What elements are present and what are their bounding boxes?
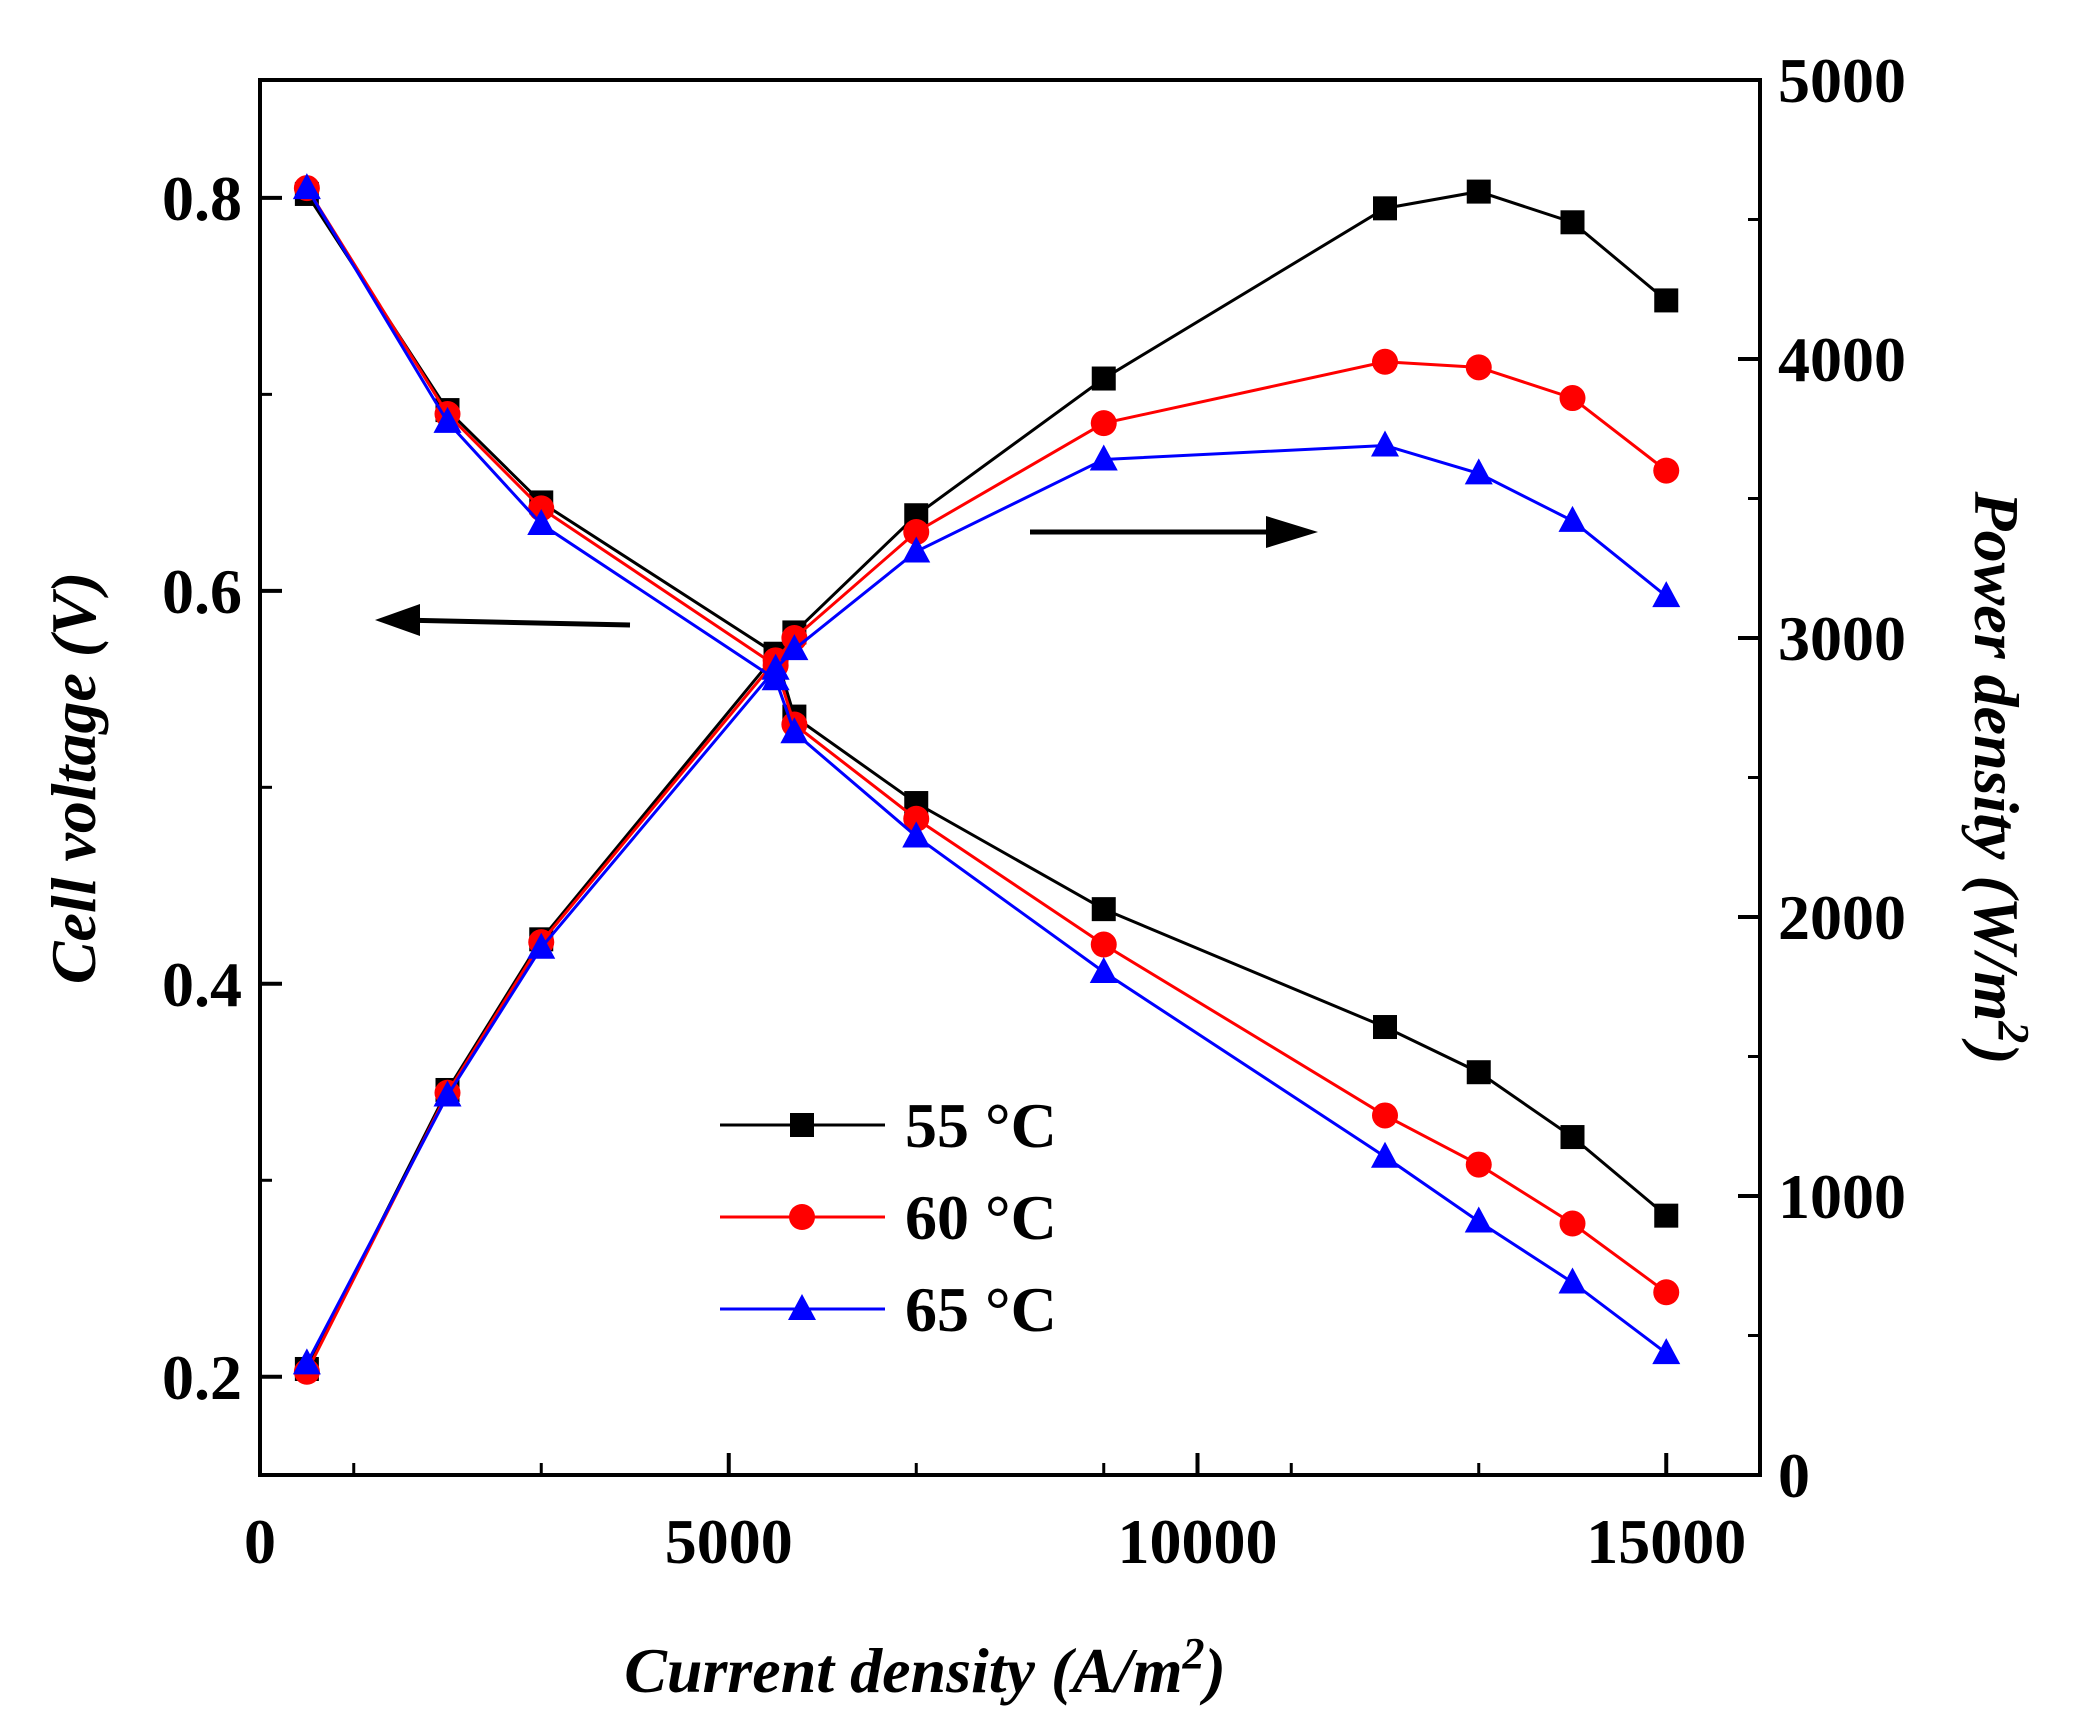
legend-marker (790, 1113, 814, 1137)
y-tick-label: 0.8 (162, 163, 242, 234)
power-point (902, 536, 931, 563)
series-60c (293, 175, 1680, 1385)
power-point (1466, 179, 1491, 204)
power-point (433, 1080, 462, 1107)
power-point (1560, 210, 1585, 235)
y2-tick-label: 3000 (1778, 603, 1906, 674)
voltage-point (902, 821, 931, 848)
power-point (761, 653, 790, 680)
data-series (292, 173, 1681, 1385)
power-point (1373, 196, 1397, 221)
voltage-line (305, 187, 1668, 1355)
power-point (780, 634, 809, 661)
x-axis-title: Current density (A/m2) (624, 1629, 1226, 1706)
y2-tick-label: 1000 (1778, 1161, 1906, 1232)
y2-tick-label: 0 (1778, 1440, 1810, 1511)
y2-axis-title: Power density (W/m2) (1961, 490, 2038, 1064)
power-point (903, 518, 930, 545)
power-point (1371, 430, 1399, 457)
y2-tick-label: 5000 (1778, 45, 1906, 116)
legend-item: 60 °C (720, 1182, 1057, 1253)
y-axis-title: Cell voltage (V) (38, 572, 109, 984)
voltage-point (1652, 1338, 1681, 1365)
x-tick-label: 15000 (1586, 1506, 1746, 1577)
voltage-point (780, 717, 809, 744)
voltage-point (1089, 957, 1118, 984)
power-point (1464, 458, 1493, 485)
voltage-point (1373, 1015, 1397, 1040)
y2-tick-label: 4000 (1778, 324, 1906, 395)
power-point (1559, 385, 1586, 412)
power-point (1558, 505, 1587, 532)
legend-marker (788, 1294, 816, 1320)
voltage-point (903, 805, 930, 832)
voltage-point (1560, 1125, 1585, 1150)
power-point (1654, 288, 1679, 313)
voltage-point (1559, 1210, 1586, 1237)
voltage-point (1091, 897, 1116, 922)
voltage-point (1090, 931, 1117, 958)
power-point (1090, 410, 1117, 437)
voltage-point (292, 173, 321, 200)
voltage-point (1653, 1279, 1680, 1306)
voltage-line (305, 193, 1668, 1217)
plot-frame (258, 78, 1762, 1477)
power-point (1091, 366, 1116, 391)
voltage-point (433, 406, 462, 433)
y2-tick-label: 2000 (1778, 882, 1906, 953)
voltage-point (1654, 1203, 1679, 1228)
arrow-to-right-axis (1030, 516, 1318, 548)
legend: 55 °C 60 °C 65 °C (720, 1090, 1057, 1345)
series-65c (292, 173, 1681, 1375)
legend-item: 65 °C (720, 1274, 1057, 1345)
voltage-point (1465, 1151, 1492, 1178)
power-point (292, 1348, 321, 1375)
arrow-to-left-axis (375, 604, 631, 636)
power-point (1653, 457, 1680, 484)
voltage-point (1464, 1206, 1493, 1233)
legend-item: 55 °C (720, 1090, 1057, 1161)
power-point (1652, 581, 1681, 608)
legend-marker (789, 1204, 815, 1230)
y-tick-label: 0.2 (162, 1342, 242, 1413)
legend-label: 65 °C (905, 1274, 1057, 1345)
voltage-point (1372, 1102, 1398, 1129)
y-tick-label: 0.6 (162, 556, 242, 627)
legend-label: 55 °C (905, 1090, 1057, 1161)
y-tick-label: 0.4 (162, 949, 242, 1020)
x-tick-label: 5000 (665, 1506, 793, 1577)
x-tick-label: 10000 (1118, 1506, 1278, 1577)
tick-marks: 0 5000 10000 15000 0.2 0.4 0.6 0.8 0 1000 2000 3000… (162, 45, 1906, 1577)
power-point (1089, 444, 1118, 471)
voltage-point (527, 509, 556, 536)
voltage-point (1558, 1267, 1587, 1294)
power-point (1372, 348, 1398, 375)
power-point (527, 932, 556, 959)
voltage-point (1371, 1141, 1399, 1168)
legend-label: 60 °C (905, 1182, 1057, 1253)
x-tick-label: 0 (244, 1506, 276, 1577)
power-point (1465, 354, 1492, 381)
voltage-point (1466, 1060, 1491, 1085)
